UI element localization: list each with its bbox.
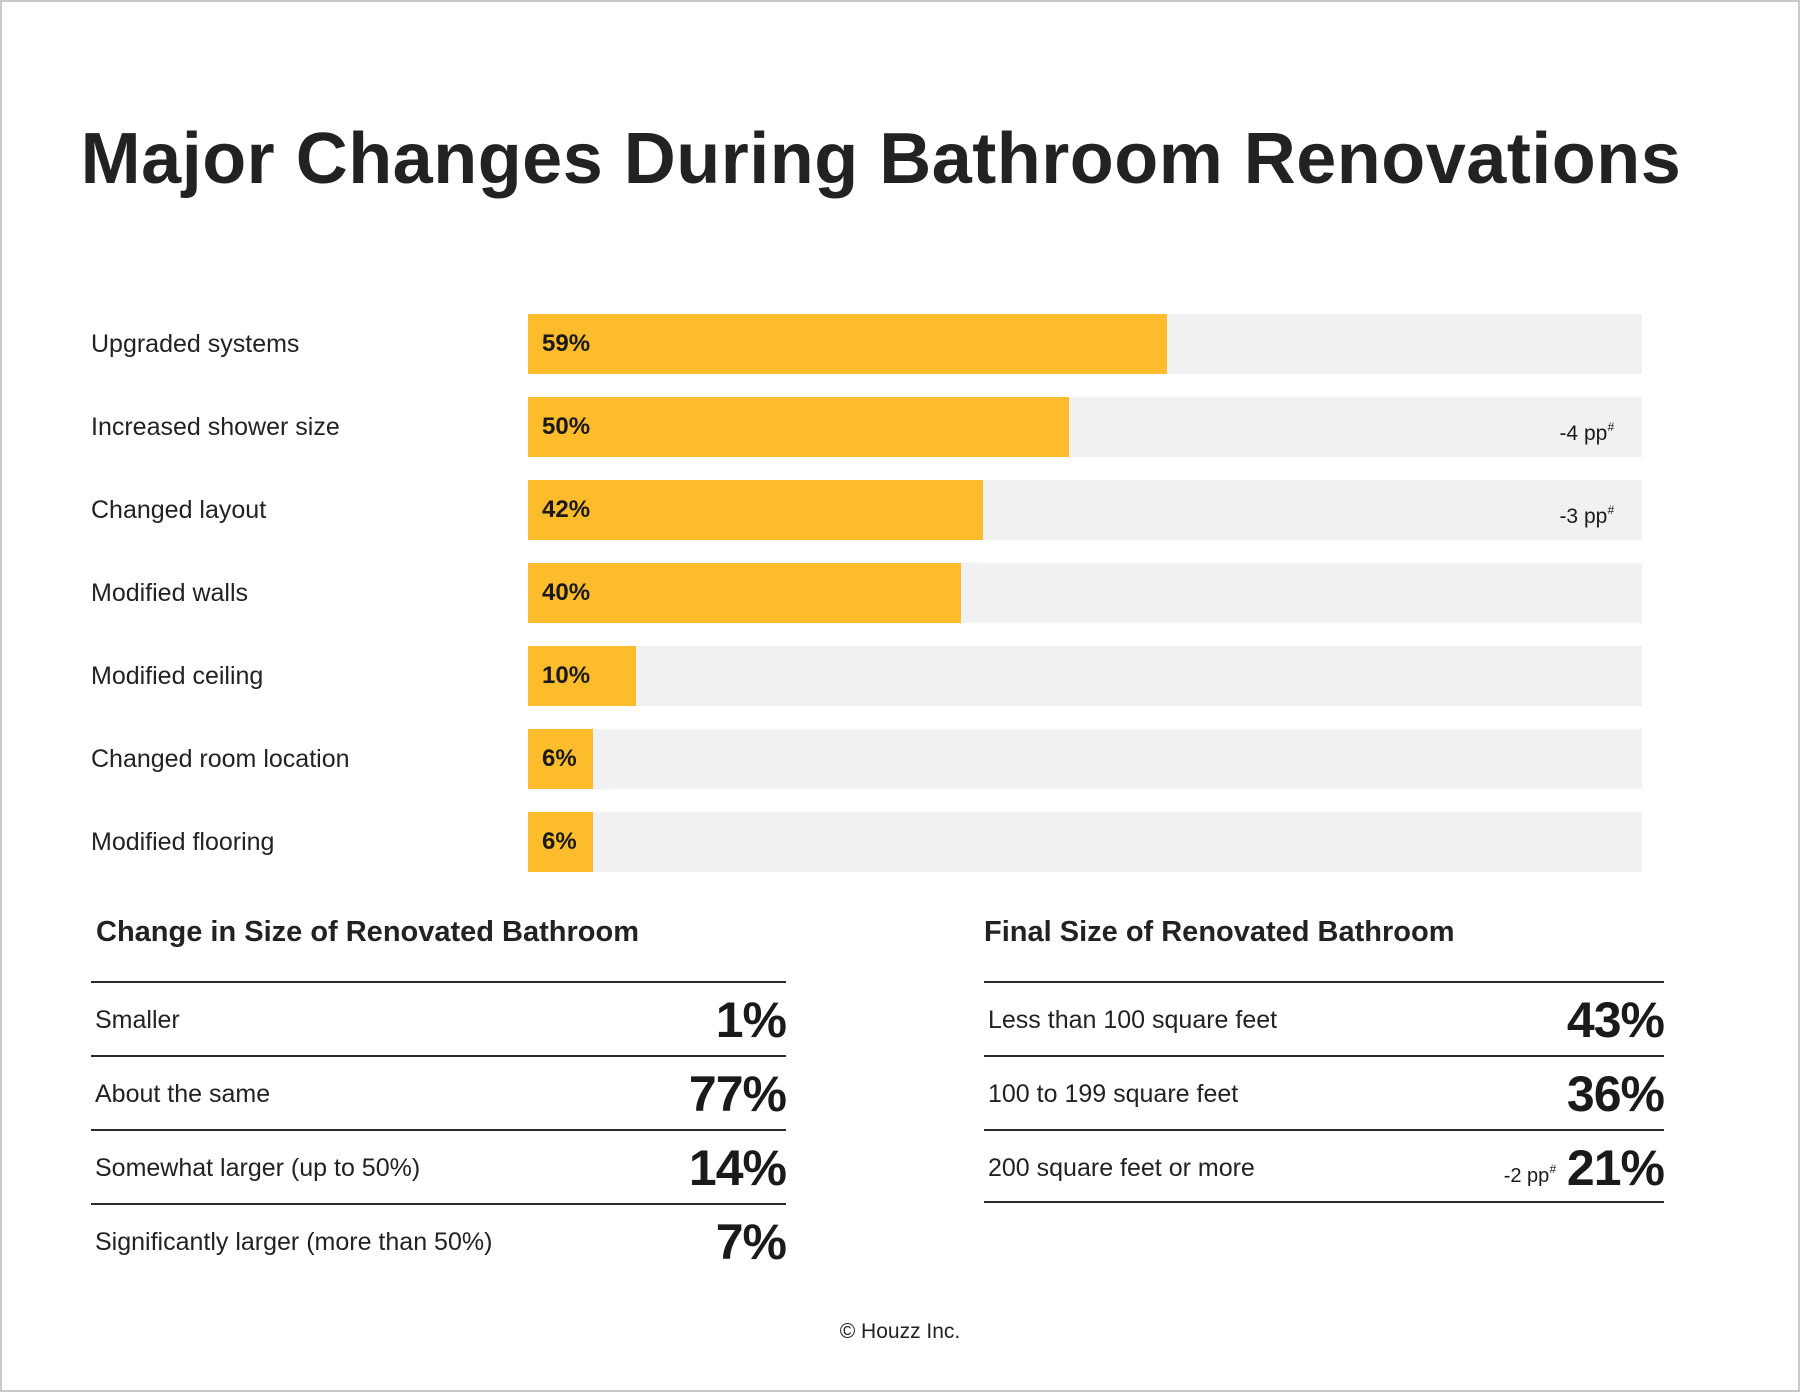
row-label: Smaller bbox=[95, 1006, 180, 1034]
bar bbox=[528, 397, 1069, 457]
bar-category-label: Modified walls bbox=[91, 579, 249, 607]
bar-row: Changed room location 6% bbox=[0, 729, 1800, 789]
row-label: Less than 100 square feet bbox=[988, 1006, 1278, 1034]
row-value: 1% bbox=[715, 992, 787, 1048]
row-label: 200 square feet or more bbox=[988, 1154, 1255, 1182]
row-value: 14% bbox=[688, 1140, 787, 1196]
bar-value-label: 59% bbox=[542, 330, 591, 357]
row-value: 7% bbox=[715, 1214, 787, 1270]
bar bbox=[528, 480, 983, 540]
bar-track: 42% -3 pp# bbox=[528, 480, 1642, 540]
bar-category-label: Upgraded systems bbox=[91, 330, 300, 358]
bar-category-label: Changed layout bbox=[91, 496, 267, 524]
bar-track: 10% bbox=[528, 646, 1642, 706]
bar-value-label: 40% bbox=[542, 579, 591, 606]
bar-track: 6% bbox=[528, 812, 1642, 872]
table-row: Less than 100 square feet 43% bbox=[984, 981, 1665, 1055]
bar bbox=[528, 646, 636, 706]
bar bbox=[528, 812, 593, 872]
bar-row: Increased shower size 50% -4 pp# bbox=[0, 397, 1800, 457]
bar-category-label: Modified ceiling bbox=[91, 662, 264, 690]
row-value: 43% bbox=[1566, 992, 1665, 1048]
final-size-table: Less than 100 square feet 43% 100 to 199 s… bbox=[984, 981, 1665, 1203]
table-row: Significantly larger (more than 50%) 7% bbox=[91, 1203, 787, 1277]
size-change-title: Change in Size of Renovated Bathroom bbox=[96, 916, 639, 948]
bar-value-label: 10% bbox=[542, 662, 591, 689]
row-change-note: -2 pp# bbox=[1503, 1162, 1556, 1187]
row-label: Somewhat larger (up to 50%) bbox=[95, 1154, 421, 1182]
table-row: Smaller 1% bbox=[91, 981, 787, 1055]
row-value: 77% bbox=[688, 1066, 787, 1122]
bar-value-label: 6% bbox=[542, 828, 577, 855]
row-label: About the same bbox=[95, 1080, 271, 1108]
row-value: 21% bbox=[1566, 1140, 1665, 1196]
bar-value-label: 50% bbox=[542, 413, 591, 440]
bar-change-note: -4 pp# bbox=[1559, 420, 1614, 445]
row-label: 100 to 199 square feet bbox=[988, 1080, 1239, 1108]
row-label: Significantly larger (more than 50%) bbox=[95, 1228, 493, 1256]
bar-row: Changed layout 42% -3 pp# bbox=[0, 480, 1800, 540]
table-row: 100 to 199 square feet 36% bbox=[984, 1055, 1665, 1129]
size-change-table: Smaller 1% About the same 77% Somewhat large… bbox=[91, 981, 787, 1277]
bar-category-label: Increased shower size bbox=[91, 413, 340, 441]
footnote-mark: # bbox=[1607, 503, 1614, 517]
bar-value-label: 42% bbox=[542, 496, 591, 523]
page-title: Major Changes During Bathroom Renovation… bbox=[80, 119, 1682, 199]
bar-track: 6% bbox=[528, 729, 1642, 789]
bar-change-note: -3 pp# bbox=[1559, 503, 1614, 528]
bar-track: 40% bbox=[528, 563, 1642, 623]
bar-row: Modified flooring 6% bbox=[0, 812, 1800, 872]
bar-category-label: Modified flooring bbox=[91, 828, 275, 856]
bar bbox=[528, 729, 593, 789]
bar-track: 59% bbox=[528, 314, 1642, 374]
bar-value-label: 6% bbox=[542, 745, 577, 772]
bar bbox=[528, 314, 1167, 374]
copyright-footer: © Houzz Inc. bbox=[839, 1320, 961, 1343]
footnote-mark: # bbox=[1607, 420, 1614, 434]
bar-track: 50% -4 pp# bbox=[528, 397, 1642, 457]
bar-category-label: Changed room location bbox=[91, 745, 350, 773]
row-value: 36% bbox=[1566, 1066, 1665, 1122]
bar-row: Modified walls 40% bbox=[0, 563, 1800, 623]
bar bbox=[528, 563, 961, 623]
table-row: Somewhat larger (up to 50%) 14% bbox=[91, 1129, 787, 1203]
table-row: 200 square feet or more 21% -2 pp# bbox=[984, 1129, 1665, 1203]
footnote-mark: # bbox=[1549, 1162, 1556, 1176]
table-row: About the same 77% bbox=[91, 1055, 787, 1129]
bar-row: Upgraded systems 59% bbox=[0, 314, 1800, 374]
final-size-title: Final Size of Renovated Bathroom bbox=[984, 916, 1455, 948]
bar-row: Modified ceiling 10% bbox=[0, 646, 1800, 706]
